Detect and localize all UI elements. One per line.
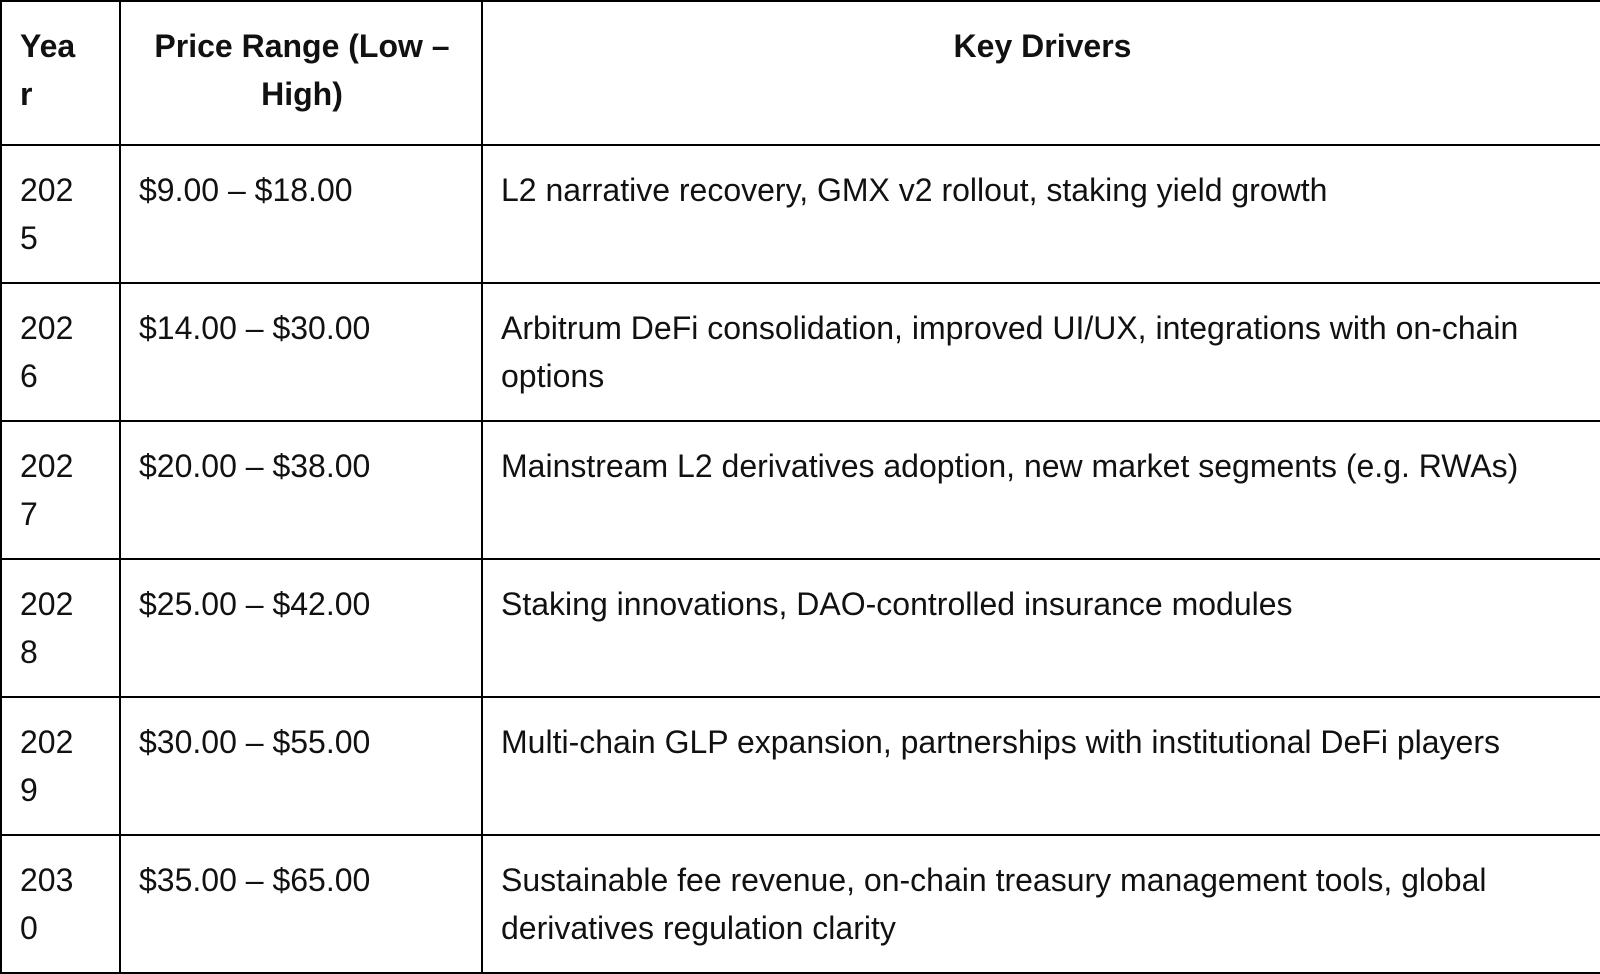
table-cell: 2028 <box>0 558 121 698</box>
table-cell: Mainstream L2 derivatives adoption, new … <box>481 420 1600 560</box>
table-cell: 2026 <box>0 282 121 422</box>
table-cell: $20.00 – $38.00 <box>119 420 483 560</box>
table-row: 2028 $25.00 – $42.00 Staking innovations, … <box>0 558 1600 698</box>
table-cell: $30.00 – $55.00 <box>119 696 483 836</box>
table-cell: 2029 <box>0 696 121 836</box>
header-cell: Year <box>0 0 121 146</box>
table-cell: 2027 <box>0 420 121 560</box>
table-cell: L2 narrative recovery, GMX v2 rollout, s… <box>481 144 1600 284</box>
table-row: 2025 $9.00 – $18.00 L2 narrative recovery,… <box>0 144 1600 284</box>
table-cell: 2030 <box>0 834 121 974</box>
table-cell: Multi-chain GLP expansion, partnerships … <box>481 696 1600 836</box>
table-cell: Sustainable fee revenue, on-chain treasu… <box>481 834 1600 974</box>
table-row: 2029 $30.00 – $55.00 Multi-chain GLP expan… <box>0 696 1600 836</box>
table-cell: $25.00 – $42.00 <box>119 558 483 698</box>
header-cell: Key Drivers <box>481 0 1600 146</box>
header-row: Year Price Range (Low – High) Key Drivers <box>0 0 1600 146</box>
table-row: 2030 $35.00 – $65.00 Sustainable fee reven… <box>0 834 1600 974</box>
table-row: 2027 $20.00 – $38.00 Mainstream L2 derivat… <box>0 420 1600 560</box>
table-cell: $14.00 – $30.00 <box>119 282 483 422</box>
header-cell: Price Range (Low – High) <box>119 0 483 146</box>
table-cell: 2025 <box>0 144 121 284</box>
table-cell: Staking innovations, DAO-controlled insu… <box>481 558 1600 698</box>
table-cell: $35.00 – $65.00 <box>119 834 483 974</box>
table-cell: Arbitrum DeFi consolidation, improved UI… <box>481 282 1600 422</box>
table-cell: $9.00 – $18.00 <box>119 144 483 284</box>
table-row: 2026 $14.00 – $30.00 Arbitrum DeFi consoli… <box>0 282 1600 422</box>
